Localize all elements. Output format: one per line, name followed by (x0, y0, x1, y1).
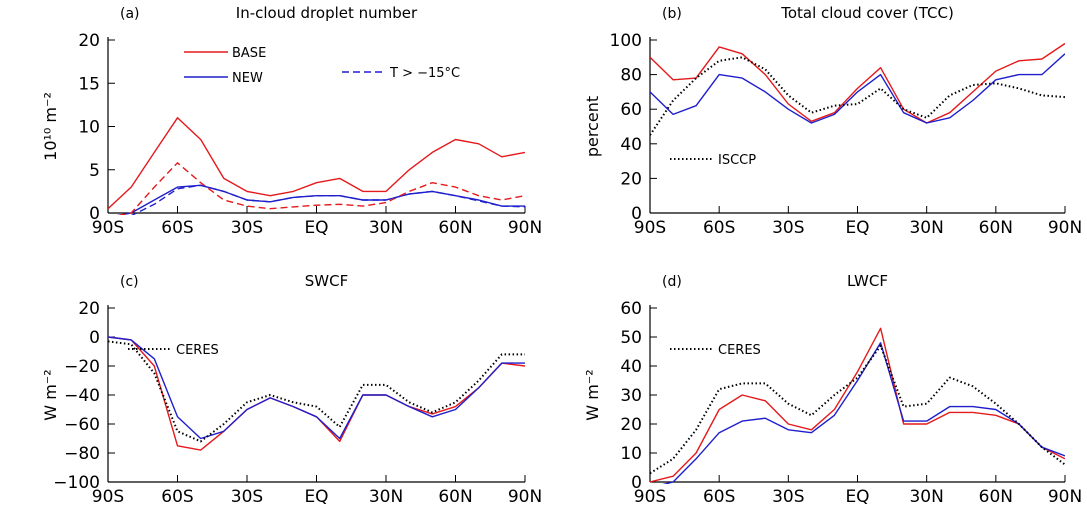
series-group (108, 337, 525, 450)
x-tick-label: 30N (909, 487, 943, 507)
series-group (108, 118, 525, 218)
y-tick-label: −80 (64, 444, 100, 464)
panel-label: (c) (120, 274, 139, 290)
chart-title: LWCF (847, 272, 888, 290)
x-tick-label: 60S (703, 487, 735, 507)
y-tick-label: 20 (78, 299, 100, 319)
x-tick-label: 90N (508, 218, 542, 238)
series-line-0 (108, 337, 525, 450)
y-tick-label: 5 (89, 161, 100, 181)
chart-title: Total cloud cover (TCC) (780, 4, 954, 22)
series-group (650, 44, 1065, 136)
y-tick-label: 30 (620, 386, 642, 406)
x-tick-label: 60N (438, 487, 472, 507)
x-tick-label: EQ (845, 487, 869, 507)
x-tick-label: 30S (231, 487, 263, 507)
x-tick-label: EQ (845, 218, 869, 238)
series-group (650, 328, 1065, 488)
x-tick-label: 90S (92, 218, 124, 238)
y-tick-label: 15 (78, 74, 100, 94)
y-tick-label: 60 (620, 299, 642, 319)
series-line-2 (650, 346, 1065, 474)
x-tick-label: 90N (1048, 487, 1082, 507)
y-tick-label: −60 (64, 415, 100, 435)
x-tick-label: 30S (772, 218, 804, 238)
x-tick-label: 60N (438, 218, 472, 238)
x-tick-label: 60S (703, 218, 735, 238)
x-tick-label: 30N (369, 218, 403, 238)
x-tick-label: 90S (634, 218, 666, 238)
y-tick-label: 100 (610, 31, 642, 51)
y-tick-label: −40 (64, 386, 100, 406)
legend-label-0: ISCCP (718, 153, 756, 168)
x-tick-label: 30N (369, 487, 403, 507)
legend-label-0: CERES (176, 343, 219, 358)
x-tick-label: 90N (508, 487, 542, 507)
y-axis-label: W m⁻² (41, 369, 60, 420)
x-tick-label: 90S (634, 487, 666, 507)
y-tick-label: 20 (620, 169, 642, 189)
y-tick-label: −20 (64, 357, 100, 377)
x-tick-label: 90N (1048, 218, 1082, 238)
y-tick-label: 40 (620, 357, 642, 377)
x-tick-label: EQ (304, 487, 328, 507)
y-tick-label: 20 (78, 31, 100, 51)
legend-label-2: T > −15°C (389, 66, 460, 81)
x-tick-label: 60N (979, 218, 1013, 238)
y-tick-label: 40 (620, 135, 642, 155)
panel-label: (a) (120, 6, 140, 22)
series-line-1 (650, 343, 1065, 488)
x-tick-label: EQ (304, 218, 328, 238)
panel-label: (d) (662, 274, 682, 290)
x-tick-label: 60S (161, 218, 193, 238)
series-line-2 (650, 57, 1065, 135)
chart-title: SWCF (305, 272, 348, 290)
x-tick-label: 30S (231, 218, 263, 238)
x-tick-label: 30S (772, 487, 804, 507)
y-tick-label: 80 (620, 66, 642, 86)
x-tick-label: 90S (92, 487, 124, 507)
legend-label-0: BASE (232, 46, 266, 61)
x-tick-label: 30N (909, 218, 943, 238)
x-tick-label: 60N (979, 487, 1013, 507)
legend-label-0: CERES (718, 343, 761, 358)
y-axis-label: 10¹⁰ m⁻² (41, 92, 60, 161)
series-line-0 (650, 328, 1065, 482)
y-tick-label: 50 (620, 328, 642, 348)
y-axis-label: W m⁻² (583, 369, 602, 420)
panel-label: (b) (662, 6, 682, 22)
y-tick-label: 10 (78, 118, 100, 138)
y-tick-label: 0 (89, 328, 100, 348)
y-axis-label: percent (583, 96, 602, 157)
y-tick-label: 10 (620, 444, 642, 464)
series-line-2 (108, 341, 525, 441)
y-tick-label: 20 (620, 415, 642, 435)
y-tick-label: 60 (620, 100, 642, 120)
legend-label-1: NEW (232, 71, 263, 86)
chart-title: In-cloud droplet number (236, 4, 418, 22)
x-tick-label: 60S (161, 487, 193, 507)
